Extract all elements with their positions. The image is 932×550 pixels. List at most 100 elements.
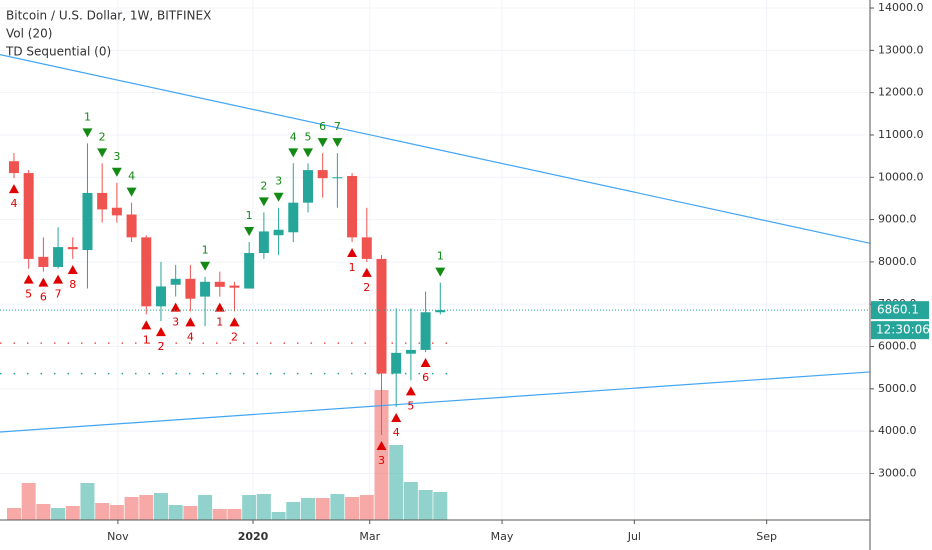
trendline [0,371,871,433]
td-triangle [405,386,416,396]
td-triangle [200,261,211,271]
volume-bar [168,505,183,520]
td-triangle [38,277,49,287]
candle-body [435,310,446,313]
td-count: 2 [260,179,267,192]
volume-bar [227,509,242,520]
td-count: 4 [393,426,400,439]
candle-body [200,281,211,297]
td-count: 2 [231,330,238,343]
volume-bar [6,508,21,520]
candle-body [97,192,108,210]
candle-body [347,176,358,238]
td-count: 3 [378,454,385,467]
td-triangle [214,302,225,312]
y-tick-label: 12000.0 [878,86,924,99]
volume-bar [36,504,51,520]
td-count: 2 [363,281,370,294]
td-triangle [23,274,34,284]
y-tick-label: 5000.0 [878,382,917,395]
candle-body [376,258,387,374]
td-count: 4 [128,170,135,183]
td-triangle [288,148,299,158]
y-tick-label: 10000.0 [878,170,924,183]
volume-bar [315,498,330,520]
volume-bar [109,505,124,520]
candle-body [126,214,137,238]
td-count: 2 [157,340,164,353]
td-triangle [8,184,19,194]
td-triangle [347,248,358,258]
volume-bar [124,497,139,520]
td-count: 1 [437,250,444,263]
td-count: 3 [275,175,282,188]
countdown-box [871,321,929,340]
td-triangle [67,264,78,274]
td-triangle [435,267,446,277]
td-count: 6 [422,371,429,384]
td-triangle [244,227,255,237]
td-count: 8 [69,278,76,291]
td-count: 2 [99,130,106,143]
td-triangle [391,413,402,423]
td-triangle [258,197,269,207]
volume-bar [139,495,154,520]
td-triangle [155,327,166,337]
volume-bar [286,502,301,520]
td-triangle [185,317,196,327]
y-tick-label: 8000.0 [878,255,917,268]
volume-bar [198,495,213,520]
volume-bar [65,506,80,520]
countdown-label: 12:30:06 [876,323,930,337]
y-tick-label: 3000.0 [878,466,917,479]
td-count: 4 [290,130,297,143]
td-count: 5 [304,130,311,143]
volume-bar [153,493,168,520]
volume-bar [359,495,374,520]
candle-body [405,349,416,354]
td-count: 1 [84,110,91,123]
volume-bar [51,508,66,520]
candle-body [391,352,402,374]
td-count: 3 [113,150,120,163]
volume-bar [95,503,110,520]
td-count: 1 [143,333,150,346]
td-count: 1 [349,261,356,274]
trendline [0,53,871,244]
td-triangle [111,167,122,177]
td-count: 3 [172,316,179,329]
td-count: 1 [202,244,209,257]
volume-bar [345,497,360,520]
candle-body [302,170,313,203]
volume-bar [271,512,286,520]
td-triangle [361,267,372,277]
td-triangle [126,187,137,197]
volume-bar [300,498,315,520]
td-count: 1 [246,209,253,222]
candle-body [82,192,93,251]
volume-bar [330,494,345,520]
td-count: 6 [40,291,47,304]
td-count: 5 [25,288,32,301]
candle-body [288,202,299,233]
grid [0,0,870,520]
x-tick-label: 2020 [238,530,269,543]
candle-body [141,237,152,307]
candle-body [8,161,19,174]
td-count: 7 [334,120,341,133]
td-count: 1 [216,316,223,329]
td-count: 5 [407,399,414,412]
candle-body [38,256,49,267]
x-tick-label: May [491,530,514,543]
candle-body [420,312,431,350]
volume-bar [80,483,95,520]
last-price-label: 6860.1 [877,303,919,317]
chart-title: Bitcoin / U.S. Dollar, 1W, BITFINEX [6,9,211,23]
td-triangle [376,440,387,450]
candle-body [332,177,343,179]
candle-body [229,285,240,288]
candle-body [244,253,255,289]
